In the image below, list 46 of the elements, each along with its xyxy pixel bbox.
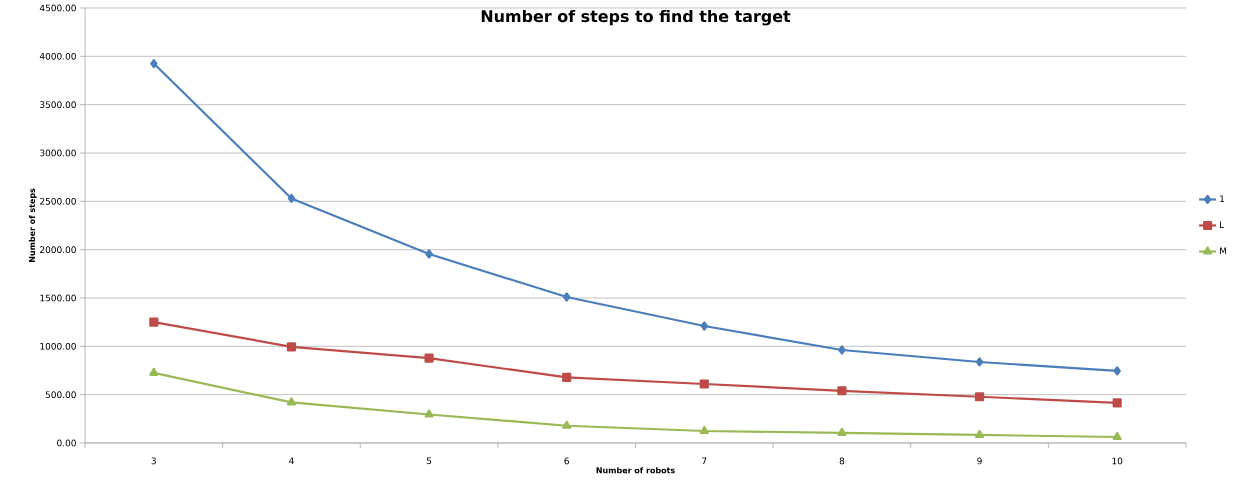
x-tick-label: 8 [839,457,845,465]
point [700,321,709,331]
x-tick-label: 4 [289,457,294,465]
point [424,409,434,418]
x-tick-label: 7 [702,457,707,465]
y-tick-label: 0.00 [57,439,76,447]
legend-label: M [1220,247,1227,255]
y-tick-label: 2000.00 [40,246,76,254]
x-tick-label: 10 [1112,457,1123,465]
point [699,379,709,389]
y-tick-label: 3000.00 [40,149,76,157]
y-tick-label: 3500.00 [40,101,76,109]
x-tick-label: 5 [426,457,432,465]
point [975,357,984,367]
y-tick-label: 1000.00 [40,342,76,350]
y-tick-label: 4000.00 [39,52,76,60]
point [1112,398,1122,408]
point [974,392,985,402]
point [149,367,159,376]
point [286,397,296,406]
point [838,345,846,355]
point [562,292,571,302]
point [149,317,159,327]
point [562,420,572,429]
point [287,193,296,203]
point [975,429,985,439]
y-tick-label: 2500.00 [40,197,76,205]
y-tick-label: 1500.00 [40,294,76,302]
y-tick-label: 500.00 [45,391,76,399]
point [425,249,433,259]
point [699,425,709,435]
point [286,342,297,352]
x-tick-label: 6 [564,457,569,465]
legend-label: L [1220,221,1225,229]
point [837,386,847,396]
x-tick-label: 3 [151,457,156,465]
point [562,372,572,383]
y-tick-label: 4500.00 [39,4,76,12]
point [424,353,434,363]
legend-label: 1 [1220,195,1225,202]
chart-title: Number of steps to find the target [481,9,791,26]
point [837,427,847,436]
point [150,58,158,69]
x-tick-label: 9 [977,457,982,465]
point [1112,431,1122,441]
point [1113,366,1121,376]
